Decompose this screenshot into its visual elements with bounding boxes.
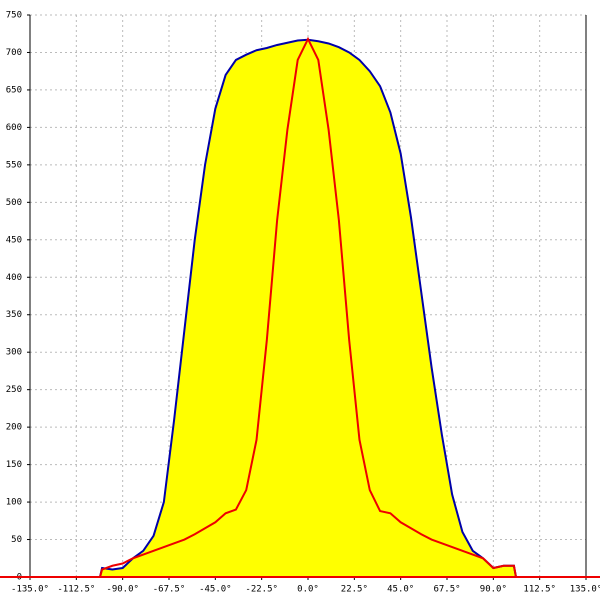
y-tick-label: 700 xyxy=(6,48,22,58)
x-tick-label: 45.0° xyxy=(387,585,414,595)
y-tick-label: 250 xyxy=(6,385,22,395)
y-tick-label: 550 xyxy=(6,160,22,170)
x-tick-label: -67.5° xyxy=(153,585,186,595)
y-tick-label: 50 xyxy=(11,535,22,545)
x-tick-label: 22.5° xyxy=(341,585,368,595)
y-tick-label: 200 xyxy=(6,423,22,433)
y-tick-label: 350 xyxy=(6,310,22,320)
y-tick-label: 150 xyxy=(6,460,22,470)
y-tick-label: 450 xyxy=(6,235,22,245)
line xyxy=(99,36,517,578)
y-tick-label: 300 xyxy=(6,348,22,358)
x-tick-label: 135.0° xyxy=(570,585,600,595)
x-tick-label: 0.0° xyxy=(297,585,319,595)
x-tick-label: 67.5° xyxy=(433,585,460,595)
y-tick-label: 500 xyxy=(6,198,22,208)
x-tick-label: 112.5° xyxy=(523,585,556,595)
x-tick-label: -45.0° xyxy=(199,585,232,595)
y-tick-label: 600 xyxy=(6,123,22,133)
x-tick-label: 90.0° xyxy=(480,585,507,595)
y-tick-label: 100 xyxy=(6,498,22,508)
x-tick-label: -22.5° xyxy=(245,585,278,595)
y-tick-label: 400 xyxy=(6,273,22,283)
y-tick-label: 750 xyxy=(6,11,22,21)
x-tick-label: -112.5° xyxy=(57,585,95,595)
y-tick-label: 650 xyxy=(6,85,22,95)
x-tick-label: -135.0° xyxy=(11,585,49,595)
x-tick-label: -90.0° xyxy=(106,585,139,595)
